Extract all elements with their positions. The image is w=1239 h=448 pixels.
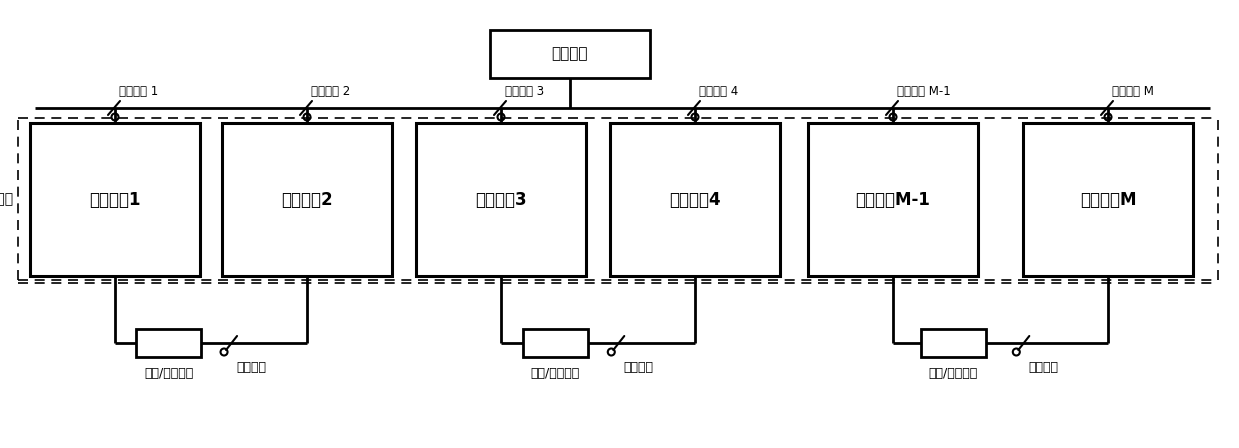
Text: 电池分组4: 电池分组4 [669, 190, 721, 208]
Text: 电池分组2: 电池分组2 [281, 190, 333, 208]
Text: 开关器件 4: 开关器件 4 [699, 85, 738, 98]
Text: 控制开关: 控制开关 [1028, 361, 1058, 374]
Bar [610, 123, 781, 276]
Text: 开关器件 1: 开关器件 1 [119, 85, 159, 98]
Text: 开关器件 2: 开关器件 2 [311, 85, 351, 98]
Text: 开关器件 M: 开关器件 M [1111, 85, 1154, 98]
Text: 开关器件 3: 开关器件 3 [506, 85, 544, 98]
Text: 电池分组1: 电池分组1 [89, 190, 141, 208]
Text: 开关器件 M-1: 开关器件 M-1 [897, 85, 950, 98]
Bar [808, 123, 978, 276]
Text: 充电接口: 充电接口 [551, 47, 589, 61]
Text: 电池组: 电池组 [0, 192, 12, 206]
Bar [921, 329, 986, 357]
Text: 控制开关: 控制开关 [237, 361, 266, 374]
Bar [523, 329, 587, 357]
Bar [489, 30, 650, 78]
Bar [222, 123, 392, 276]
Text: 升压/降压元件: 升压/降压元件 [928, 367, 978, 380]
Bar [136, 329, 201, 357]
Bar [30, 123, 199, 276]
Text: 电池分组3: 电池分组3 [476, 190, 527, 208]
Text: 控制开关: 控制开关 [623, 361, 653, 374]
Text: 电池分组M: 电池分组M [1079, 190, 1136, 208]
Text: 升压/降压元件: 升压/降压元件 [530, 367, 580, 380]
Text: 升压/降压元件: 升压/降压元件 [144, 367, 193, 380]
Bar [416, 123, 586, 276]
Bar [1023, 123, 1193, 276]
Text: 电池分组M-1: 电池分组M-1 [856, 190, 930, 208]
